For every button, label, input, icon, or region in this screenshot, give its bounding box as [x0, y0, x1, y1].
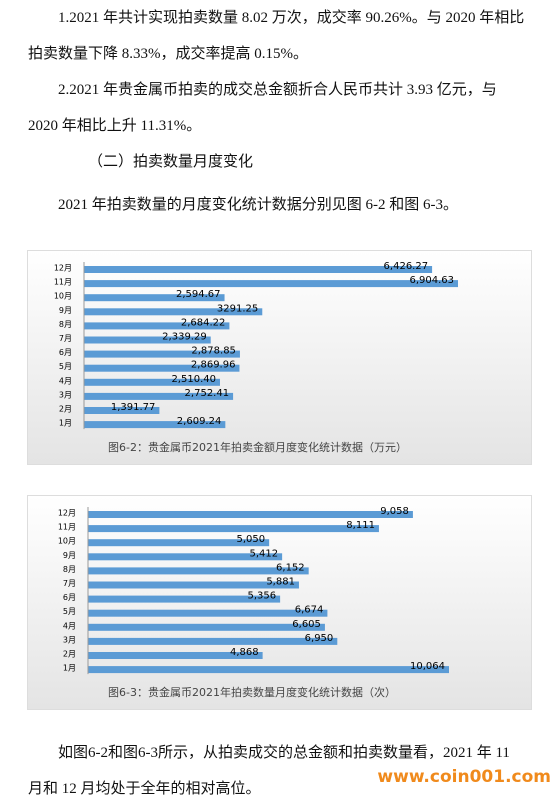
y-tick-label: 10月: [58, 537, 76, 546]
data-label: 2,594.67: [176, 289, 221, 300]
bar: [84, 350, 240, 358]
paragraph: 如图6-2和图6-3所示，从拍卖成交的总金额和拍卖数量看，2021 年 11 月…: [28, 745, 510, 797]
bar: [88, 553, 283, 561]
chart-box: 12月 9,058 11月 8,111 10月 5,050 9月 5,412 8月 6,152 7月…: [27, 495, 532, 710]
y-tick-label: 10月: [54, 292, 72, 301]
data-label: 6,152: [276, 562, 305, 573]
bar: [88, 525, 379, 533]
data-label: 6,674: [295, 605, 324, 616]
data-label: 8,111: [346, 520, 375, 531]
y-tick-label: 1月: [59, 419, 72, 428]
chart-box: 12月 6,426.27 11月 6,904.63 10月 2,594.67 9月 3291.…: [27, 250, 532, 465]
y-tick-label: 4月: [63, 621, 76, 630]
bar: [84, 392, 234, 400]
y-tick-label: 3月: [59, 390, 72, 399]
chart: 12月 9,058 11月 8,111 10月 5,050 9月 5,412 8月 6,152 7月…: [58, 506, 449, 699]
bar: [88, 666, 449, 674]
data-label: 2,609.24: [177, 416, 222, 427]
y-tick-label: 8月: [59, 320, 72, 329]
paragraph: 2021 年拍卖数量的月度变化统计数据分别见图 6-2 和图 6-3。: [58, 197, 458, 213]
bar: [88, 567, 309, 575]
y-tick-label: 6月: [59, 348, 72, 357]
y-tick-label: 7月: [59, 334, 72, 343]
chart: 12月 6,426.27 11月 6,904.63 10月 2,594.67 9月 3291.…: [54, 261, 458, 454]
data-label: 2,684.22: [181, 317, 226, 328]
bar: [88, 595, 281, 603]
y-tick-label: 3月: [63, 635, 76, 644]
bar: [88, 652, 263, 659]
bar: [84, 407, 160, 414]
data-label: 1,391.77: [111, 402, 156, 413]
data-label: 6,950: [305, 633, 334, 644]
bar: [88, 511, 413, 518]
data-label: 5,356: [247, 591, 276, 602]
data-label: 4,868: [230, 647, 259, 658]
bar: [84, 336, 211, 344]
bar: [88, 539, 270, 547]
bar: [84, 308, 263, 316]
y-tick-label: 5月: [59, 362, 72, 371]
watermark: www.coin001.com: [377, 767, 551, 787]
y-tick-label: 8月: [63, 565, 76, 574]
y-tick-label: 2月: [63, 650, 76, 659]
y-tick-label: 9月: [63, 551, 76, 560]
data-label: 2,869.96: [191, 360, 236, 371]
heading: （二）拍卖数量月度变化: [88, 154, 254, 170]
bar: [84, 421, 226, 429]
bar: [84, 322, 230, 330]
data-label: 2,510.40: [171, 374, 216, 385]
y-tick-label: 11月: [58, 523, 76, 532]
data-label: 6,426.27: [384, 261, 429, 272]
data-label: 5,881: [266, 577, 295, 588]
data-label: 10,064: [410, 661, 445, 672]
y-tick-label: 7月: [63, 579, 76, 588]
paragraph: 2.2021 年贵金属币拍卖的成交总金额折合人民币共计 3.93 亿元，与 20…: [28, 82, 497, 134]
data-label: 2,339.29: [162, 332, 207, 343]
data-label: 6,605: [292, 619, 321, 630]
bar: [84, 378, 220, 386]
y-tick-label: 12月: [54, 264, 72, 273]
y-tick-label: 2月: [59, 405, 72, 414]
bar: [84, 294, 225, 302]
data-label: 3291.25: [217, 303, 258, 314]
data-label: 9,058: [380, 506, 409, 517]
y-tick-label: 5月: [63, 607, 76, 616]
bar: [88, 637, 338, 645]
y-tick-label: 9月: [59, 306, 72, 315]
data-label: 2,878.85: [191, 346, 236, 357]
chart-title: 图6-2：贵金属币2021年拍卖金额月度变化统计数据（万元）: [108, 440, 407, 454]
bar: [84, 364, 240, 372]
bar: [84, 280, 458, 288]
y-tick-label: 1月: [63, 664, 76, 673]
y-tick-label: 11月: [54, 278, 72, 287]
y-tick-label: 4月: [59, 376, 72, 385]
data-label: 5,412: [249, 548, 278, 559]
data-label: 2,752.41: [185, 388, 230, 399]
data-label: 5,050: [237, 534, 266, 545]
y-tick-label: 6月: [63, 593, 76, 602]
paragraph: 1.2021 年共计实现拍卖数量 8.02 万次，成交率 90.26%。与 20…: [28, 10, 525, 62]
bar: [88, 609, 328, 617]
chart-title: 图6-3：贵金属币2021年拍卖数量月度变化统计数据（次）: [108, 685, 396, 699]
y-tick-label: 12月: [58, 509, 76, 518]
data-label: 6,904.63: [409, 275, 454, 286]
bar: [88, 623, 325, 631]
bar: [88, 581, 299, 589]
bar: [84, 266, 433, 273]
